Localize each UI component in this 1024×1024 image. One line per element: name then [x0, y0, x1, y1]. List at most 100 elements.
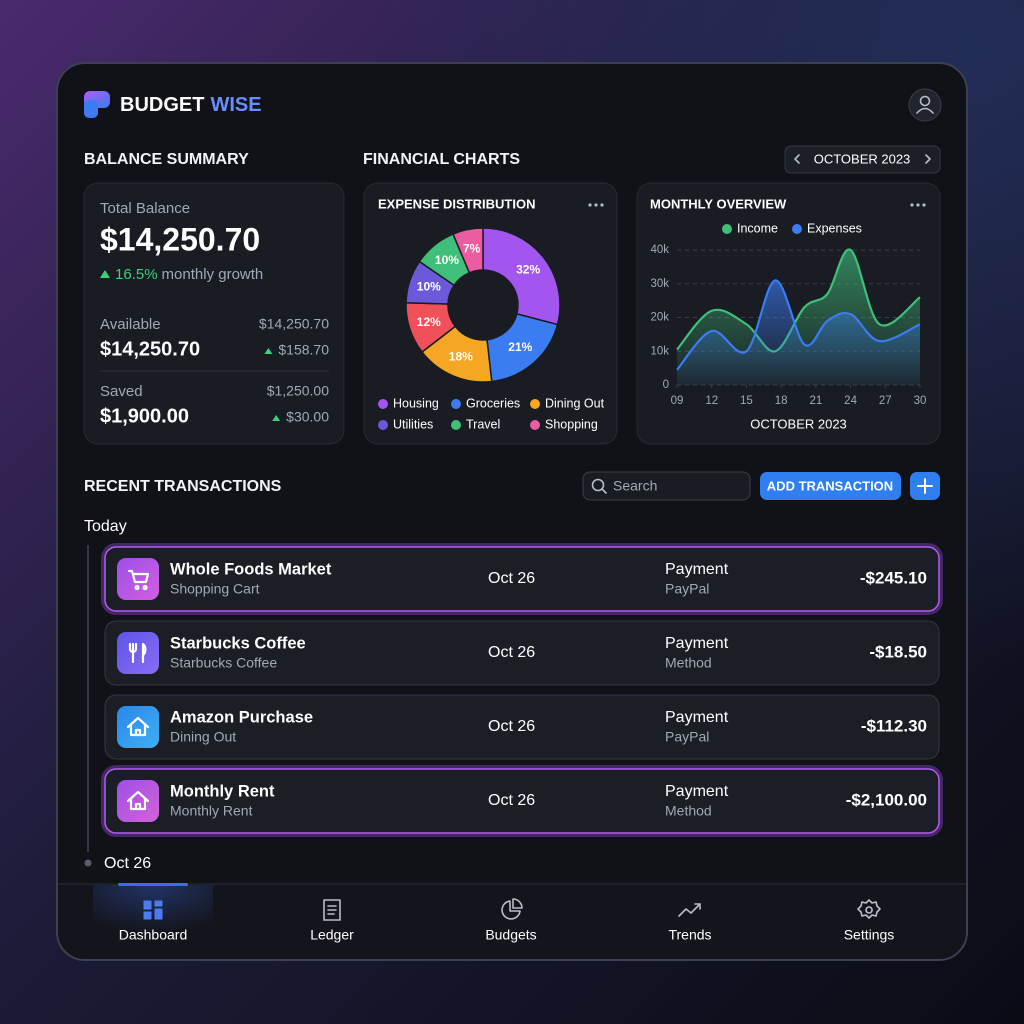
row-glow[interactable] [101, 765, 943, 837]
nav-active-indicator[interactable] [118, 883, 188, 886]
search-icon[interactable] [601, 488, 607, 494]
period-label[interactable]: OCTOBER 2023 [814, 151, 911, 166]
menu-dot[interactable] [600, 203, 604, 207]
menu-dot[interactable] [594, 203, 598, 207]
row-bg[interactable] [104, 694, 940, 760]
merchant-detail[interactable]: Shopping Cart [170, 581, 260, 597]
x-tick-label: 18 [775, 395, 788, 407]
profile-icon[interactable] [919, 95, 931, 107]
next-period[interactable] [925, 154, 931, 164]
period-box[interactable] [784, 145, 941, 174]
transaction-amount[interactable]: -$2,100.00 [846, 790, 927, 809]
merchant-detail[interactable]: Monthly Rent [170, 803, 253, 819]
nav-icon[interactable] [678, 903, 701, 917]
merchant-detail[interactable]: Dining Out [170, 729, 236, 745]
search-field[interactable] [582, 471, 751, 501]
category-icon-bg[interactable] [117, 558, 159, 600]
pie-card [363, 182, 618, 445]
row-glow[interactable] [101, 543, 943, 615]
transaction-date[interactable]: Oct 26 [488, 718, 535, 735]
menu-dot[interactable] [916, 203, 920, 207]
transaction-date[interactable]: Oct 26 [488, 570, 535, 587]
brand-name: BUDGET [120, 94, 204, 116]
search-box[interactable]: Search [582, 471, 751, 501]
category-icon-bg[interactable] [117, 632, 159, 674]
charts: EXPENSE DISTRIBUTION 32% 21% 18% 12% 10% 10% 7%… [378, 196, 926, 431]
payment-detail[interactable]: PayPal [665, 729, 709, 745]
category-icon-bg[interactable] [117, 706, 159, 748]
profile-icon[interactable] [916, 107, 934, 114]
category-icon[interactable] [126, 790, 150, 811]
menu-dot[interactable] [588, 203, 592, 207]
transaction-amount[interactable]: -$245.10 [860, 568, 927, 587]
section-title: RECENT TRANSACTIONS [84, 478, 282, 495]
payment-detail[interactable]: PayPal [665, 581, 709, 597]
nav-label[interactable]: Budgets [485, 927, 536, 943]
more-menu[interactable] [588, 203, 604, 207]
button-label[interactable]: ADD TRANSACTION [767, 478, 893, 493]
merchant-name[interactable]: Starbucks Coffee [170, 634, 306, 652]
nav-label[interactable]: Dashboard [119, 927, 188, 943]
search-placeholder[interactable]: Search [613, 478, 657, 494]
add-transaction-button[interactable]: ADD TRANSACTION [760, 472, 901, 500]
row-bg[interactable] [104, 768, 940, 834]
transaction-row[interactable]: Starbucks Coffee Starbucks Coffee Oct 26 Pa… [104, 620, 940, 686]
transaction-date[interactable]: Oct 26 [488, 792, 535, 809]
button-bg[interactable] [760, 472, 901, 500]
category-icon[interactable] [127, 569, 150, 591]
nav-active-glow[interactable] [93, 885, 213, 945]
profile-button[interactable] [908, 88, 942, 122]
plus-icon[interactable] [917, 478, 933, 494]
nav-icon[interactable] [857, 899, 881, 919]
menu-dot[interactable] [910, 203, 914, 207]
menu-dot[interactable] [922, 203, 926, 207]
nav-icon[interactable] [143, 900, 163, 920]
legend-label: Utilities [393, 417, 433, 431]
nav-icon[interactable] [501, 898, 523, 920]
pie-slice [452, 227, 484, 274]
nav-icon[interactable] [323, 899, 341, 921]
payment-method[interactable]: Payment [665, 561, 729, 578]
nav-item[interactable]: Trends [668, 903, 712, 943]
balance-card [83, 182, 345, 445]
nav-item[interactable]: Dashboard [93, 883, 213, 945]
category-icon-bg[interactable] [117, 780, 159, 822]
payment-method[interactable]: Payment [665, 635, 729, 652]
period-selector[interactable]: OCTOBER 2023 [784, 145, 941, 174]
transaction-amount[interactable]: -$112.30 [861, 716, 927, 735]
transaction-row[interactable]: Monthly Rent Monthly Rent Oct 26 Payment Met… [101, 765, 943, 837]
nav-label[interactable]: Trends [668, 927, 711, 943]
nav-label[interactable]: Settings [844, 927, 895, 943]
search-icon[interactable] [591, 478, 605, 492]
transaction-date[interactable]: Oct 26 [488, 644, 535, 661]
growth: 16.5% monthly growth [115, 266, 263, 283]
category-icon[interactable] [126, 716, 150, 737]
slice-label: 10% [435, 253, 459, 267]
nav-item[interactable]: Budgets [485, 898, 537, 943]
payment-detail[interactable]: Method [665, 655, 712, 671]
merchant-name[interactable]: Amazon Purchase [170, 708, 313, 726]
payment-method[interactable]: Payment [665, 709, 729, 726]
row-bg[interactable] [104, 620, 940, 686]
payment-detail[interactable]: Method [665, 803, 712, 819]
y-tick-label: 30k [650, 278, 669, 290]
nav-label[interactable]: Ledger [310, 927, 354, 943]
transaction-row[interactable]: Whole Foods Market Shopping Cart Oct 26 Pay… [101, 543, 943, 615]
merchant-name[interactable]: Whole Foods Market [170, 560, 332, 578]
nav-item[interactable]: Settings [844, 899, 895, 943]
category-icon[interactable] [128, 642, 147, 664]
merchant-detail[interactable]: Starbucks Coffee [170, 655, 277, 671]
transaction-amount[interactable]: -$18.50 [869, 642, 927, 661]
merchant-name[interactable]: Monthly Rent [170, 782, 275, 800]
more-menu[interactable] [910, 203, 926, 207]
transaction-row[interactable]: Amazon Purchase Dining Out Oct 26 Payment Pa… [104, 694, 940, 760]
add-button[interactable] [910, 472, 940, 500]
change-arrow [272, 415, 281, 421]
row-bg[interactable] [104, 546, 940, 612]
line [676, 279, 921, 371]
legend-label: Income [737, 221, 778, 235]
nav-item[interactable]: Ledger [310, 899, 354, 943]
prev-period[interactable] [794, 154, 800, 164]
logo [84, 91, 110, 118]
payment-method[interactable]: Payment [665, 783, 729, 800]
